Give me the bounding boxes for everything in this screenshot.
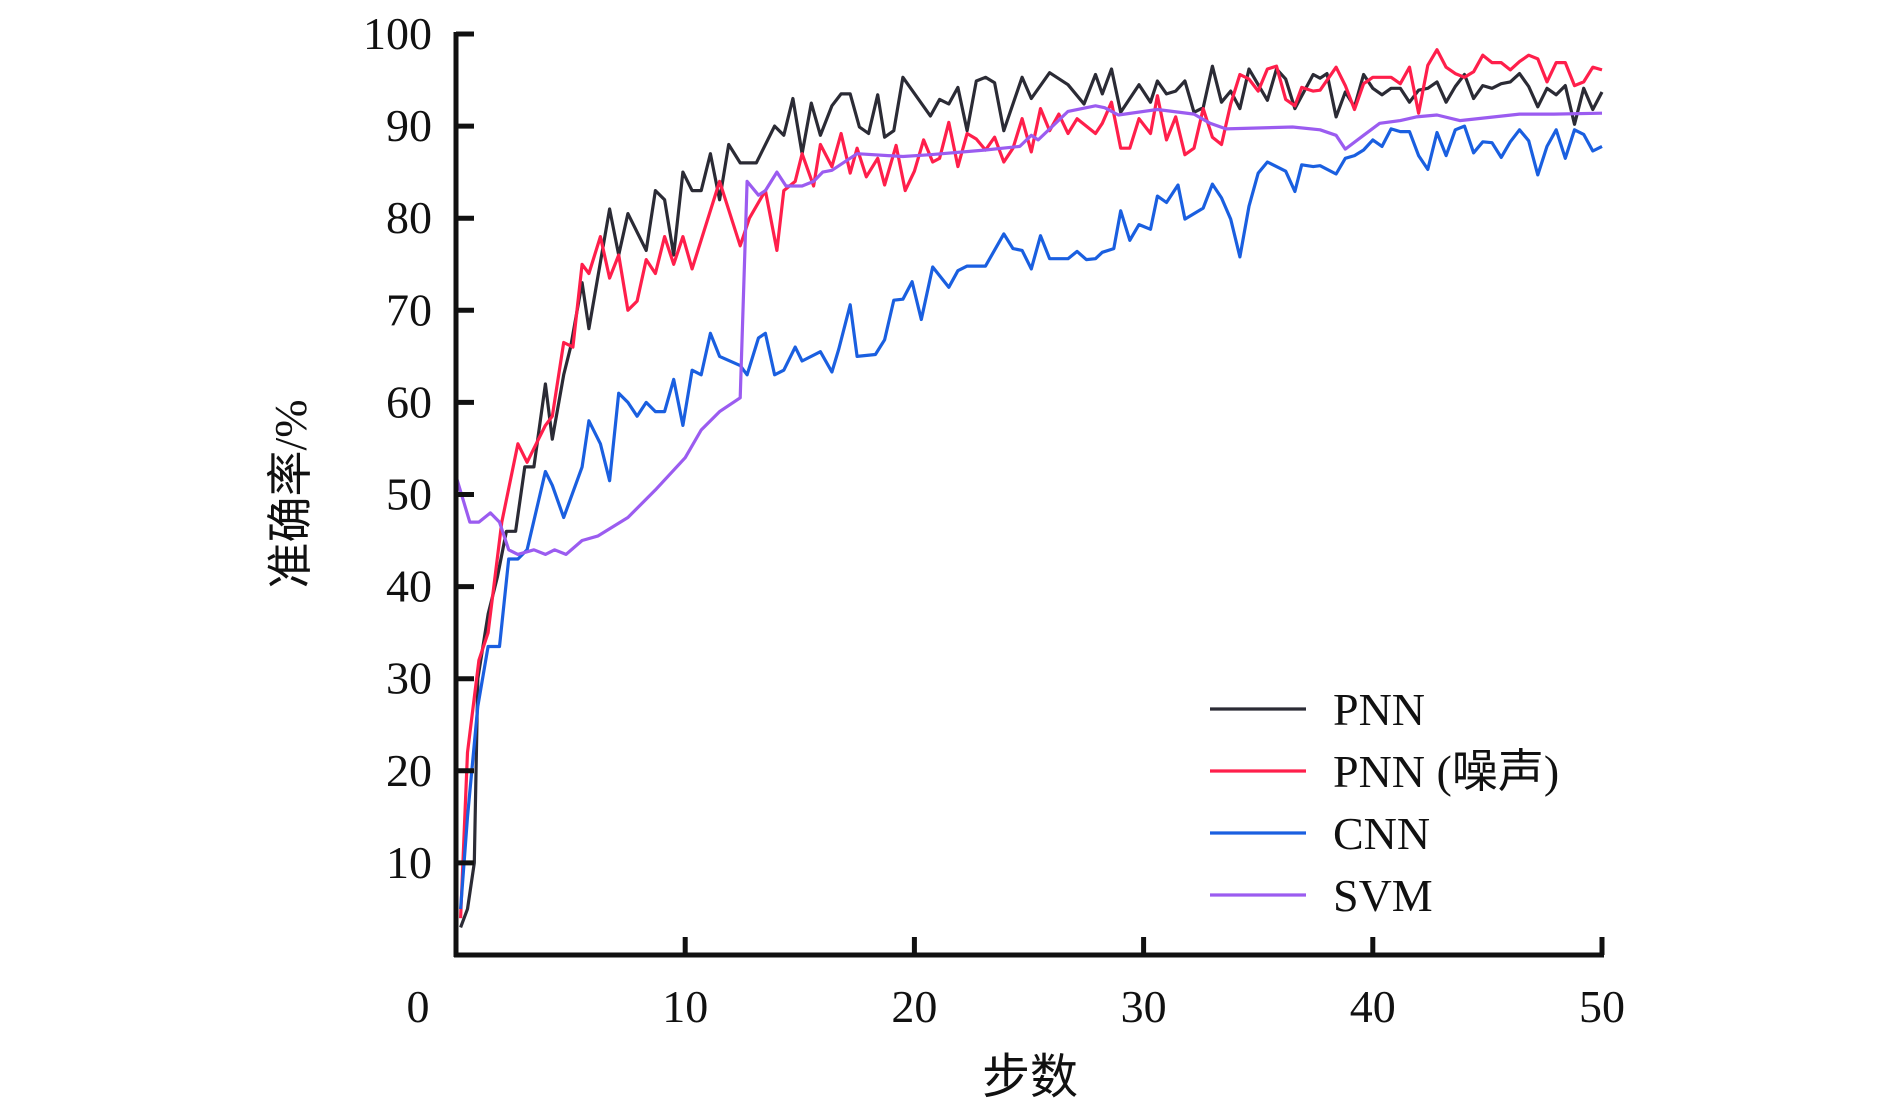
- series-line-3: [454, 104, 1603, 556]
- x-tick-label: 30: [1121, 981, 1167, 1032]
- y-tick-label: 10: [386, 837, 432, 888]
- y-tick-label: 60: [386, 376, 432, 427]
- axes: [453, 32, 1604, 958]
- series-layer: [454, 48, 1604, 928]
- y-axis-label: 准确率/%: [265, 399, 316, 588]
- y-ticks: 10 20 30 40 50 60 70 80 90 100: [363, 8, 474, 888]
- x-tick-label: 0: [407, 981, 430, 1032]
- x-axis-label: 步数: [982, 1051, 1078, 1104]
- x-tick-label: 50: [1579, 981, 1625, 1032]
- y-tick-label: 40: [386, 561, 432, 612]
- legend-label: PNN (噪声): [1333, 746, 1559, 797]
- legend: PNN PNN (噪声) CNN SVM: [1210, 684, 1559, 921]
- legend-item: CNN: [1210, 808, 1430, 859]
- y-tick-label: 70: [386, 284, 432, 335]
- y-tick-label: 80: [386, 192, 432, 243]
- x-tick-label: 10: [662, 981, 708, 1032]
- x-tick-label: 40: [1350, 981, 1396, 1032]
- x-ticks: 0 10 20 30 40 50: [407, 937, 1625, 1032]
- series-line-0: [459, 64, 1604, 928]
- y-tick-label: 30: [386, 653, 432, 704]
- legend-item: SVM: [1210, 870, 1433, 921]
- y-tick-label: 90: [386, 100, 432, 151]
- legend-label: CNN: [1333, 808, 1430, 859]
- y-tick-label: 50: [386, 469, 432, 520]
- series-line-1: [459, 48, 1603, 919]
- legend-label: PNN: [1333, 684, 1425, 735]
- legend-item: PNN (噪声): [1210, 746, 1559, 797]
- series-line-2: [459, 124, 1603, 910]
- legend-label: SVM: [1333, 870, 1433, 921]
- y-tick-label: 20: [386, 745, 432, 796]
- y-tick-label: 100: [363, 8, 432, 59]
- legend-item: PNN: [1210, 684, 1425, 735]
- x-tick-label: 20: [891, 981, 937, 1032]
